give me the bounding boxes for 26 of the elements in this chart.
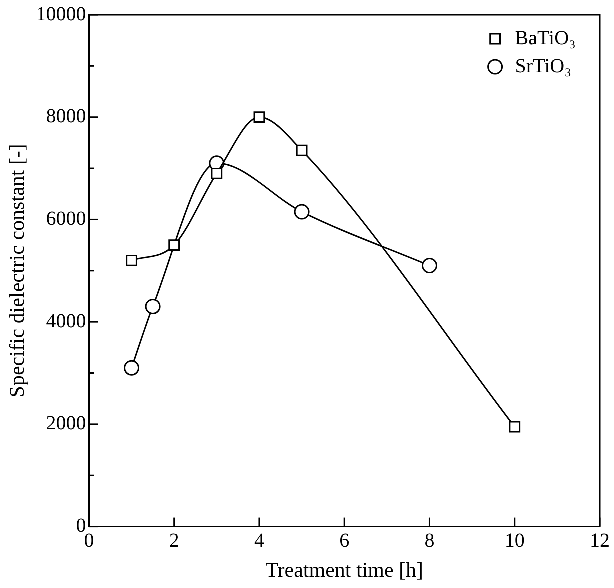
x-tick-label: 8	[424, 530, 435, 552]
point	[509, 421, 521, 433]
point	[124, 360, 140, 376]
x-axis-title: Treatment time [h]	[266, 558, 424, 582]
point	[211, 168, 223, 180]
point	[294, 204, 310, 220]
legend-label: SrTiO₃	[515, 55, 572, 78]
x-tick-label: 2	[169, 530, 180, 552]
x-tick-label: 4	[254, 530, 264, 552]
y-tick-label: 4000	[46, 310, 86, 332]
y-tick-label: 6000	[46, 208, 86, 230]
x-tick-label: 10	[504, 530, 525, 552]
point	[145, 298, 161, 314]
y-axis-title: Specific dielectric constant [-]	[5, 144, 30, 398]
x-tick-label: 6	[340, 530, 350, 552]
point	[422, 258, 438, 274]
y-tick-label: 0	[76, 515, 86, 538]
legend-label: BaTiO₃	[515, 27, 576, 50]
y-tick-label: 2000	[46, 412, 86, 435]
point	[126, 254, 138, 266]
y-tick-label: 10000	[36, 3, 86, 26]
point	[254, 112, 266, 124]
x-tick-label: 12	[590, 530, 610, 552]
point	[168, 240, 180, 252]
point	[296, 144, 308, 156]
y-tick-label: 8000	[46, 106, 86, 128]
